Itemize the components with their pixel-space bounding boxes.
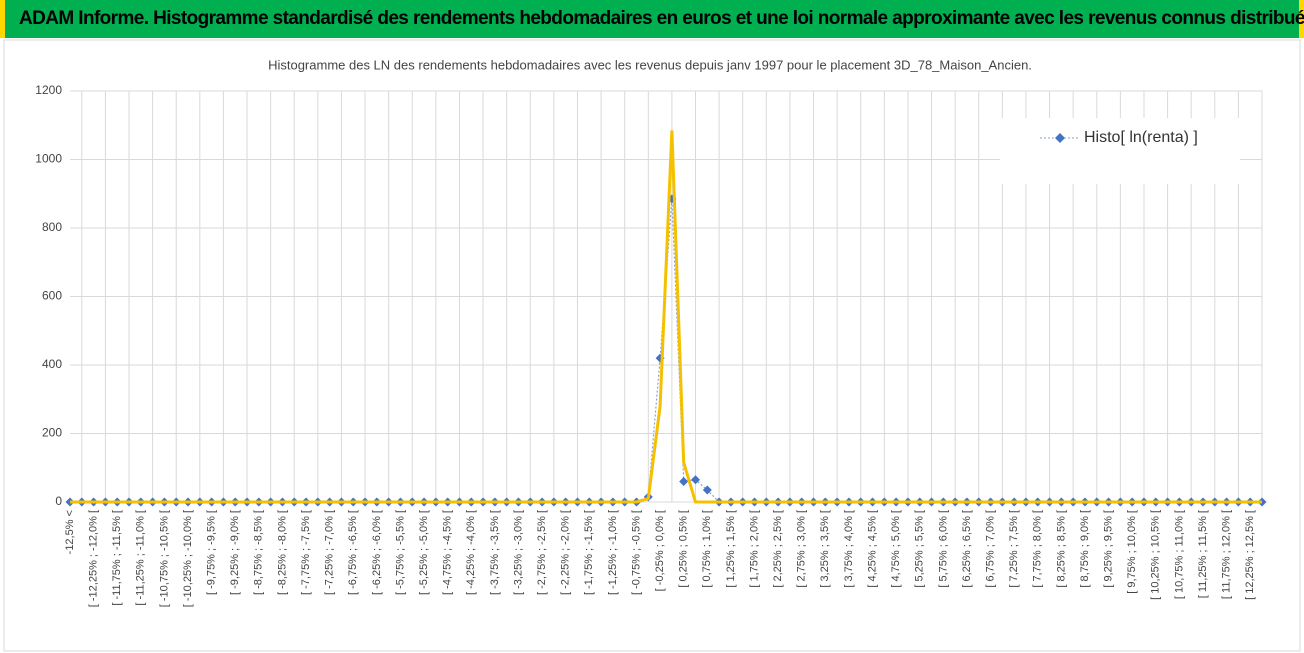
data-point [702,485,712,495]
x-tick-label: [ 11,75% ; 12,0% [ [1221,510,1233,599]
x-tick-label: [ -4,25% ; -4,0% [ [465,510,477,595]
x-tick-label: [ -10,25% ; -10,0% [ [182,510,194,607]
x-tick-label: [ 8,75% ; 9,0% [ [1079,510,1091,588]
y-tick-label: 200 [42,426,62,440]
x-tick-label: [ 9,75% ; 10,0% [ [1126,510,1138,594]
x-tick-label: [ -8,25% ; -8,0% [ [276,510,288,595]
x-tick-label: [ -2,75% ; -2,5% [ [536,510,548,595]
x-tick-label: [ -5,25% ; -5,0% [ [418,510,430,595]
x-tick-label: [ -1,25% ; -1,0% [ [607,510,619,595]
x-tick-label: [ -7,75% ; -7,5% [ [300,510,312,595]
x-tick-label: [ 2,25% ; 2,5% [ [772,510,784,588]
chart-title: Histogramme des LN des rendements hebdom… [268,57,1032,72]
x-tick-label: [ 1,75% ; 2,0% [ [748,510,760,588]
y-tick-label: 1000 [35,152,62,166]
y-tick-label: 0 [55,494,62,508]
x-tick-label: [ 4,25% ; 4,5% [ [866,510,878,588]
x-tick-label: [ -5,75% ; -5,5% [ [394,510,406,595]
data-point [691,475,701,485]
x-tick-label: [ 3,25% ; 3,5% [ [819,510,831,588]
y-tick-label: 800 [42,220,62,234]
x-tick-label: [ -0,75% ; -0,5% [ [630,510,642,595]
x-tick-label: [ -8,75% ; -8,5% [ [253,510,265,595]
x-tick-label: [ 10,75% ; 11,0% [ [1173,510,1185,599]
x-tick-label: [ 10,25% ; 10,5% [ [1150,510,1162,600]
x-tick-label: [ -1,75% ; -1,5% [ [583,510,595,595]
header-title: ADAM Informe. Histogramme standardisé de… [0,0,1304,38]
chart: Histogramme des LN des rendements hebdom… [3,39,1301,652]
legend-box [1000,118,1240,184]
x-tick-label: -12,5% < [64,510,76,554]
x-tick-label: [ 7,75% ; 8,0% [ [1032,510,1044,588]
legend-label: Histo[ ln(renta) ] [1084,129,1198,146]
x-tick-label: [ 7,25% ; 7,5% [ [1008,510,1020,588]
x-tick-label: [ -12,25% ; -12,0% [ [88,510,100,607]
x-tick-label: [ 5,75% ; 6,0% [ [937,510,949,588]
x-tick-label: [ -9,75% ; -9,5% [ [206,510,218,595]
x-tick-label: [ -10,75% ; -10,5% [ [158,510,170,607]
x-tick-label: [ -6,25% ; -6,0% [ [371,510,383,595]
x-tick-label: [ -3,25% ; -3,0% [ [512,510,524,595]
x-tick-label: [ -11,25% ; -11,0% [ [135,510,147,606]
x-tick-label: [ 5,25% ; 5,5% [ [914,510,926,588]
x-tick-label: [ 3,75% ; 4,0% [ [843,510,855,588]
x-tick-label: [ 11,25% ; 11,5% [ [1197,510,1209,598]
x-tick-label: [ 8,25% ; 8,5% [ [1055,510,1067,588]
x-tick-label: [ -4,75% ; -4,5% [ [442,510,454,595]
y-tick-label: 600 [42,289,62,303]
y-tick-label: 1200 [35,83,62,97]
y-tick-label: 400 [42,357,62,371]
x-tick-label: [ -11,75% ; -11,5% [ [111,510,123,606]
x-tick-label: [ 9,25% ; 9,5% [ [1102,510,1114,588]
x-tick-label: [ -7,25% ; -7,0% [ [324,510,336,595]
x-tick-label: [ 6,75% ; 7,0% [ [984,510,996,588]
x-tick-label: [ 6,25% ; 6,5% [ [961,510,973,588]
x-tick-label: [ 0,25% ; 0,5% [ [678,510,690,588]
x-tick-label: [ -2,25% ; -2,0% [ [560,510,572,595]
x-tick-label: [ -6,75% ; -6,5% [ [347,510,359,595]
series-line [70,130,1262,504]
legend-marker [1055,133,1065,143]
data-point [679,476,689,486]
x-tick-label: [ 1,25% ; 1,5% [ [725,510,737,588]
x-tick-label: [ -3,75% ; -3,5% [ [489,510,501,595]
x-tick-label: [ -9,25% ; -9,0% [ [229,510,241,595]
x-tick-label: [ 12,25% ; 12,5% [ [1244,510,1256,600]
x-tick-label: [ 4,75% ; 5,0% [ [890,510,902,588]
x-tick-label: [ 0,75% ; 1,0% [ [701,510,713,588]
x-tick-label: [ -0,25% ; 0,0% [ [654,510,666,591]
x-tick-label: [ 2,75% ; 3,0% [ [796,510,808,588]
